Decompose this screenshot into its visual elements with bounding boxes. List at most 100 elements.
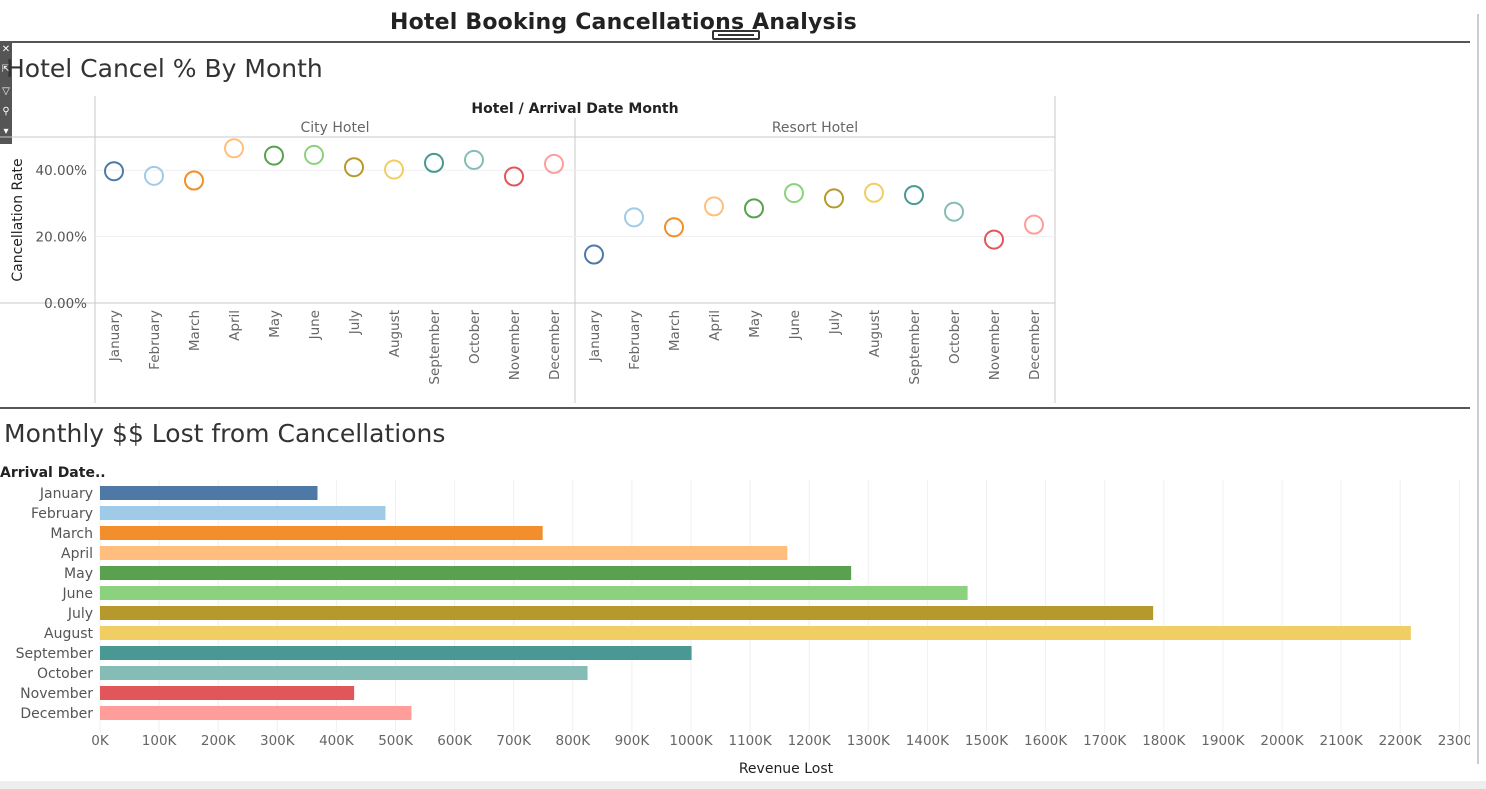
x-tick-label: 700K bbox=[496, 733, 532, 749]
popout-icon[interactable]: ⇱ bbox=[1, 64, 11, 75]
filter-icon[interactable]: ▽ bbox=[2, 86, 10, 97]
x-tick-label: 1400K bbox=[906, 733, 950, 749]
x-axis-title: Revenue Lost bbox=[739, 761, 834, 777]
x-tick-label: 400K bbox=[319, 733, 355, 749]
data-point bbox=[264, 145, 284, 166]
data-point bbox=[704, 196, 724, 217]
row-label: June bbox=[62, 586, 94, 602]
bar bbox=[100, 546, 788, 560]
x-tick-label: December bbox=[1027, 310, 1043, 380]
x-tick-label: February bbox=[627, 310, 643, 370]
dashboard-title: Hotel Booking Cancellations Analysis bbox=[390, 10, 857, 35]
x-tick-label: May bbox=[747, 310, 763, 338]
bar bbox=[100, 606, 1154, 620]
data-point bbox=[344, 157, 364, 178]
data-point bbox=[504, 166, 524, 187]
row-label: May bbox=[64, 566, 93, 582]
x-tick-label: 900K bbox=[615, 733, 651, 749]
x-tick-label: November bbox=[507, 310, 523, 381]
horizontal-scrollbar[interactable] bbox=[0, 781, 1486, 789]
x-tick-label: October bbox=[947, 310, 963, 364]
vertical-scrollbar[interactable] bbox=[1470, 14, 1486, 789]
x-tick-label: 200K bbox=[201, 733, 237, 749]
bar bbox=[100, 486, 318, 500]
close-icon[interactable]: ✕ bbox=[1, 44, 11, 55]
data-point bbox=[184, 170, 204, 191]
x-tick-label: July bbox=[827, 310, 843, 335]
data-point bbox=[464, 149, 484, 170]
data-point bbox=[104, 161, 124, 182]
bar bbox=[100, 626, 1411, 640]
bar bbox=[100, 686, 355, 700]
bar bbox=[100, 506, 386, 520]
x-tick-label: June bbox=[787, 310, 803, 340]
x-tick-label: 600K bbox=[437, 733, 473, 749]
data-point bbox=[584, 244, 604, 265]
data-point bbox=[424, 152, 444, 173]
data-point bbox=[864, 182, 884, 203]
data-point bbox=[144, 165, 164, 186]
column-header: Hotel / Arrival Date Month bbox=[471, 101, 678, 117]
x-tick-label: 1100K bbox=[728, 733, 772, 749]
x-tick-label: April bbox=[227, 310, 243, 341]
dropdown-icon[interactable]: ▾ bbox=[3, 126, 9, 137]
x-tick-label: February bbox=[147, 310, 163, 370]
x-tick-label: 1600K bbox=[1024, 733, 1068, 749]
drag-handle[interactable] bbox=[712, 30, 760, 40]
x-tick-label: August bbox=[387, 310, 403, 357]
data-point bbox=[944, 201, 964, 222]
x-tick-label: September bbox=[907, 310, 923, 385]
row-label: July bbox=[67, 606, 93, 622]
x-tick-label: 2300K bbox=[1438, 733, 1470, 749]
row-label: December bbox=[20, 706, 93, 722]
data-point bbox=[984, 229, 1004, 250]
x-tick-label: 0K bbox=[91, 733, 110, 749]
data-point bbox=[1024, 214, 1044, 235]
x-tick-label: January bbox=[587, 310, 603, 362]
divider-middle bbox=[0, 407, 1470, 409]
x-tick-label: October bbox=[467, 310, 483, 364]
data-point bbox=[664, 217, 684, 238]
row-label: October bbox=[37, 666, 93, 682]
bar bbox=[100, 586, 968, 600]
x-tick-label: 1800K bbox=[1142, 733, 1186, 749]
x-tick-label: November bbox=[987, 310, 1003, 381]
x-tick-label: 800K bbox=[555, 733, 591, 749]
x-tick-label: December bbox=[547, 310, 563, 380]
data-point bbox=[224, 138, 244, 159]
x-tick-label: September bbox=[427, 310, 443, 385]
x-tick-label: 1700K bbox=[1083, 733, 1127, 749]
cancel-rate-chart: Hotel / Arrival Date Month City Hotel Reso… bbox=[0, 96, 1056, 403]
sheet2-title: Monthly $$ Lost from Cancellations bbox=[4, 419, 446, 448]
x-tick-label: 300K bbox=[260, 733, 296, 749]
x-tick-label: 2100K bbox=[1319, 733, 1363, 749]
x-tick-label: June bbox=[307, 310, 323, 340]
x-tick-label: 1900K bbox=[1201, 733, 1245, 749]
data-point bbox=[624, 207, 644, 228]
data-point bbox=[544, 153, 564, 174]
x-tick-label: March bbox=[667, 310, 683, 351]
data-point bbox=[824, 188, 844, 209]
x-tick-label: July bbox=[347, 310, 363, 335]
x-tick-label: 500K bbox=[378, 733, 414, 749]
y-axis-title: Cancellation Rate bbox=[10, 158, 26, 281]
pin-icon[interactable]: ⚲ bbox=[2, 106, 10, 117]
bar bbox=[100, 566, 852, 580]
sheet1-title: Hotel Cancel % By Month bbox=[6, 54, 323, 83]
bar bbox=[100, 526, 543, 540]
data-point bbox=[784, 183, 804, 204]
x-tick-label: 2200K bbox=[1379, 733, 1423, 749]
x-tick-label: April bbox=[707, 310, 723, 341]
bar bbox=[100, 666, 588, 680]
x-tick-label: August bbox=[867, 310, 883, 357]
x-tick-label: May bbox=[267, 310, 283, 338]
x-tick-label: 1000K bbox=[669, 733, 713, 749]
data-point bbox=[304, 144, 324, 165]
y-tick-label: 20.00% bbox=[36, 230, 88, 246]
row-label: February bbox=[31, 506, 93, 522]
row-label: September bbox=[16, 646, 94, 662]
row-label: August bbox=[44, 626, 94, 642]
divider-top bbox=[0, 41, 1470, 43]
row-header: Arrival Date.. bbox=[0, 465, 106, 481]
